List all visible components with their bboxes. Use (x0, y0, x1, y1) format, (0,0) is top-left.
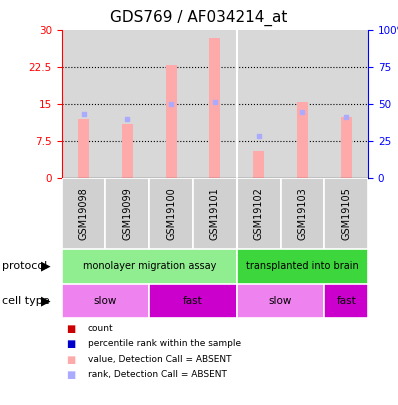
Text: transplanted into brain: transplanted into brain (246, 261, 359, 271)
Text: value, Detection Call = ABSENT: value, Detection Call = ABSENT (88, 355, 231, 364)
Text: GSM19099: GSM19099 (122, 187, 133, 240)
Text: fast: fast (336, 296, 356, 306)
Text: protocol: protocol (2, 261, 47, 271)
Text: ■: ■ (66, 370, 75, 380)
Text: percentile rank within the sample: percentile rank within the sample (88, 339, 241, 348)
Bar (253, 151, 264, 178)
Text: slow: slow (269, 296, 292, 306)
Bar (62, 284, 149, 318)
Bar (62, 249, 237, 284)
Text: ■: ■ (66, 324, 75, 334)
Text: ▶: ▶ (41, 294, 51, 307)
Text: GSM19100: GSM19100 (166, 187, 176, 240)
Bar (166, 65, 177, 178)
Bar (193, 178, 237, 249)
Bar (237, 249, 368, 284)
Text: GSM19102: GSM19102 (254, 187, 264, 240)
Text: GSM19098: GSM19098 (78, 187, 89, 240)
Bar (122, 124, 133, 178)
Bar (149, 284, 237, 318)
Text: count: count (88, 324, 113, 333)
Bar (62, 178, 105, 249)
Bar (341, 117, 352, 178)
Bar (78, 119, 89, 178)
Text: rank, Detection Call = ABSENT: rank, Detection Call = ABSENT (88, 370, 226, 379)
Text: fast: fast (183, 296, 203, 306)
Text: GDS769 / AF034214_at: GDS769 / AF034214_at (110, 10, 288, 26)
Text: GSM19101: GSM19101 (210, 187, 220, 240)
Text: ■: ■ (66, 339, 75, 350)
Bar (237, 284, 324, 318)
Bar (105, 178, 149, 249)
Bar (237, 178, 281, 249)
Bar (324, 178, 368, 249)
Bar (324, 284, 368, 318)
Text: ■: ■ (66, 355, 75, 365)
Bar (209, 38, 220, 178)
Bar (281, 178, 324, 249)
Bar (149, 178, 193, 249)
Text: GSM19105: GSM19105 (341, 187, 351, 240)
Text: ▶: ▶ (41, 260, 51, 273)
Text: slow: slow (94, 296, 117, 306)
Text: GSM19103: GSM19103 (297, 187, 308, 240)
Bar (297, 102, 308, 178)
Text: monolayer migration assay: monolayer migration assay (82, 261, 216, 271)
Text: cell type: cell type (2, 296, 50, 306)
